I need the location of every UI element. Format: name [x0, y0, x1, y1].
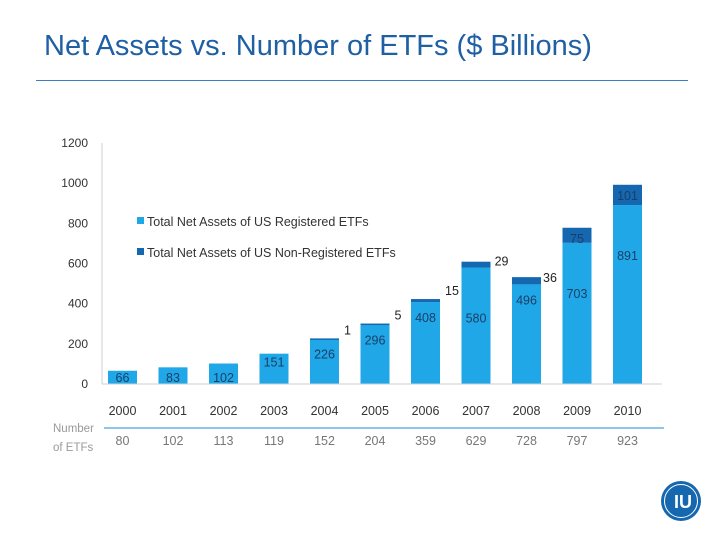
bar-registered [411, 302, 440, 384]
bar-label-registered: 226 [314, 348, 335, 362]
slide-title: Net Assets vs. Number of ETFs ($ Billion… [44, 30, 592, 62]
y-tick-label: 0 [81, 377, 88, 391]
bar-label-non-registered: 1 [344, 323, 351, 337]
etf-count-value: 119 [264, 434, 284, 448]
etf-count-value: 629 [466, 434, 487, 448]
y-tick-label: 1000 [61, 176, 88, 190]
y-tick-label: 800 [68, 216, 88, 230]
x-tick-label: 2000 [109, 404, 137, 418]
bar-label-non-registered: 5 [395, 309, 402, 323]
bar-non-registered [461, 261, 491, 268]
etf-count-value: 113 [214, 434, 234, 448]
bar-label-registered: 408 [415, 311, 436, 325]
etf-count-value: 923 [617, 434, 638, 448]
bar-registered [158, 367, 188, 384]
bar-label-non-registered: 15 [445, 284, 459, 298]
bar-non-registered [562, 227, 592, 243]
bar-label-registered: 580 [466, 312, 487, 326]
x-tick-label: 2002 [210, 404, 238, 418]
bar-registered [562, 242, 592, 384]
y-tick-label: 600 [68, 257, 88, 271]
x-tick-label: 2005 [361, 404, 389, 418]
bar-label-registered: 102 [213, 371, 234, 385]
bar-label-non-registered: 75 [570, 232, 584, 246]
x-tick-label: 2001 [159, 404, 187, 418]
bar-label-registered: 891 [617, 249, 638, 263]
bar-label-registered: 83 [166, 371, 180, 385]
iu-logo-text: IU [674, 492, 692, 512]
bar-label-non-registered: 101 [617, 189, 638, 203]
legend-label-non-registered: Total Net Assets of US Non-Registered ET… [147, 246, 396, 260]
x-tick-label: 2004 [311, 404, 339, 418]
etf-count-label-line1: Number [53, 423, 94, 435]
etf-count-value: 80 [116, 434, 130, 448]
x-tick-label: 2007 [462, 404, 490, 418]
bar-registered [613, 205, 642, 384]
title-divider [36, 80, 688, 81]
etf-count-value: 728 [516, 434, 537, 448]
x-tick-label: 2010 [614, 404, 642, 418]
bar-registered [209, 363, 238, 384]
bar-label-registered: 703 [567, 287, 588, 301]
x-tick-label: 2009 [563, 404, 591, 418]
etf-count-value: 152 [314, 434, 335, 448]
bar-registered [259, 353, 289, 384]
x-tick-label: 2003 [260, 404, 288, 418]
legend-swatch-non-registered [137, 248, 144, 255]
y-tick-label: 200 [68, 337, 88, 351]
y-tick-label: 400 [68, 297, 88, 311]
legend-swatch-registered [137, 217, 144, 224]
legend-label-registered: Total Net Assets of US Registered ETFs [147, 215, 369, 229]
bar-non-registered [411, 299, 440, 303]
bar-label-registered: 66 [116, 371, 130, 385]
bar-label-registered: 496 [516, 293, 537, 307]
bar-non-registered [613, 184, 642, 206]
etf-count-value: 359 [415, 434, 436, 448]
x-tick-label: 2006 [412, 404, 440, 418]
bar-registered [512, 284, 541, 384]
bar-label-registered: 151 [264, 356, 285, 370]
etf-count-value: 204 [365, 434, 386, 448]
bar-label-registered: 296 [365, 334, 386, 348]
bar-registered [461, 267, 491, 384]
bar-label-non-registered: 29 [495, 255, 509, 269]
etf-count-value: 797 [567, 434, 588, 448]
bar-non-registered [310, 338, 339, 340]
x-tick-label: 2008 [513, 404, 541, 418]
bar-registered [310, 338, 339, 384]
bar-non-registered [360, 323, 390, 326]
etf-count-value: 102 [163, 434, 184, 448]
iu-logo: IU [661, 481, 701, 521]
y-tick-label: 1200 [61, 136, 88, 150]
bar-registered [360, 324, 390, 384]
etf-count-label-line2: of ETFs [53, 442, 94, 454]
bar-registered [108, 370, 137, 384]
bar-label-non-registered: 36 [543, 271, 557, 285]
bar-non-registered [512, 277, 541, 285]
